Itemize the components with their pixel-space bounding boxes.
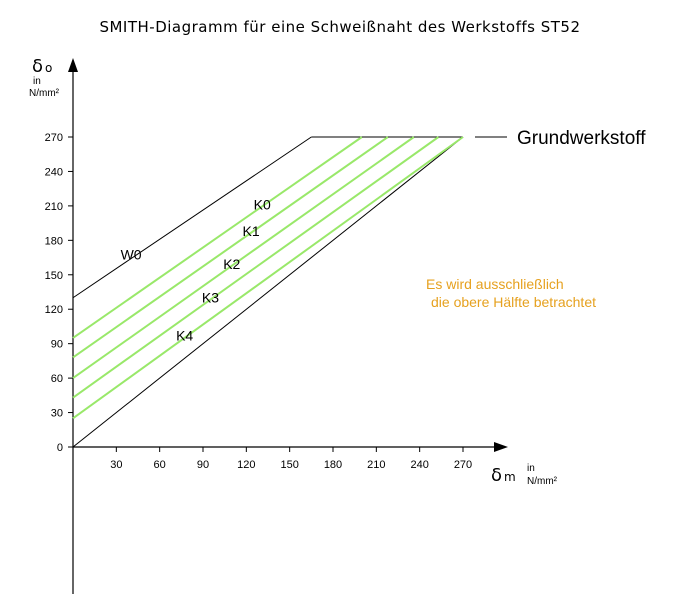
y-axis-symbol: δ (32, 56, 43, 77)
chart-title: SMITH-Diagramm für eine Schweißnaht des … (99, 18, 580, 36)
y-tick-label: 270 (45, 132, 63, 144)
x-tick-label: 90 (197, 459, 209, 471)
lower-boundary-line (72, 136, 464, 448)
y-tick-label: 60 (51, 373, 63, 385)
annotation-line-1: Es wird ausschließlich (426, 276, 564, 292)
y-tick-label: 180 (45, 235, 63, 247)
x-axis-unit-in: in (527, 463, 535, 474)
x-tick-label: 210 (367, 459, 385, 471)
series-line-w0 (72, 136, 312, 299)
series-line-k0 (72, 136, 363, 339)
x-axis-unit: N/mm² (527, 476, 558, 487)
x-tick-label: 180 (324, 459, 342, 471)
x-tick-label: 60 (154, 459, 166, 471)
x-axis-subscript: m (504, 470, 516, 484)
y-tick-label: 120 (45, 304, 63, 316)
series-line-k4 (72, 136, 464, 420)
y-axis-subscript: o (45, 61, 52, 75)
series-label-w0: W0 (121, 247, 142, 263)
y-axis-unit-in: in (33, 76, 41, 87)
y-tick-label: 30 (51, 408, 63, 420)
x-axis-arrow (494, 442, 508, 452)
x-tick-label: 240 (410, 459, 428, 471)
annotation-line-2: die obere Hälfte betrachtet (431, 294, 596, 310)
reference-label-grundwerkstoff: Grundwerkstoff (517, 128, 646, 149)
x-tick-label: 120 (237, 459, 255, 471)
series-label-k0: K0 (254, 196, 271, 212)
y-tick-label: 90 (51, 339, 63, 351)
y-tick-label: 240 (45, 166, 63, 178)
y-tick-label: 0 (57, 442, 63, 454)
y-tick-label: 150 (45, 270, 63, 282)
x-tick-label: 150 (280, 459, 298, 471)
y-axis-arrow (68, 58, 78, 72)
series-label-k3: K3 (202, 290, 219, 306)
series-line-k1 (72, 136, 389, 359)
x-axis-symbol: δ (491, 465, 502, 486)
series-label-k4: K4 (176, 328, 193, 344)
series-label-k1: K1 (242, 223, 259, 239)
series-line-k2 (72, 136, 415, 379)
series-line-k3 (72, 136, 440, 399)
series-label-k2: K2 (223, 256, 240, 272)
x-tick-label: 30 (110, 459, 122, 471)
y-tick-label: 210 (45, 201, 63, 213)
y-axis-unit: N/mm² (29, 88, 60, 99)
x-tick-label: 270 (454, 459, 472, 471)
